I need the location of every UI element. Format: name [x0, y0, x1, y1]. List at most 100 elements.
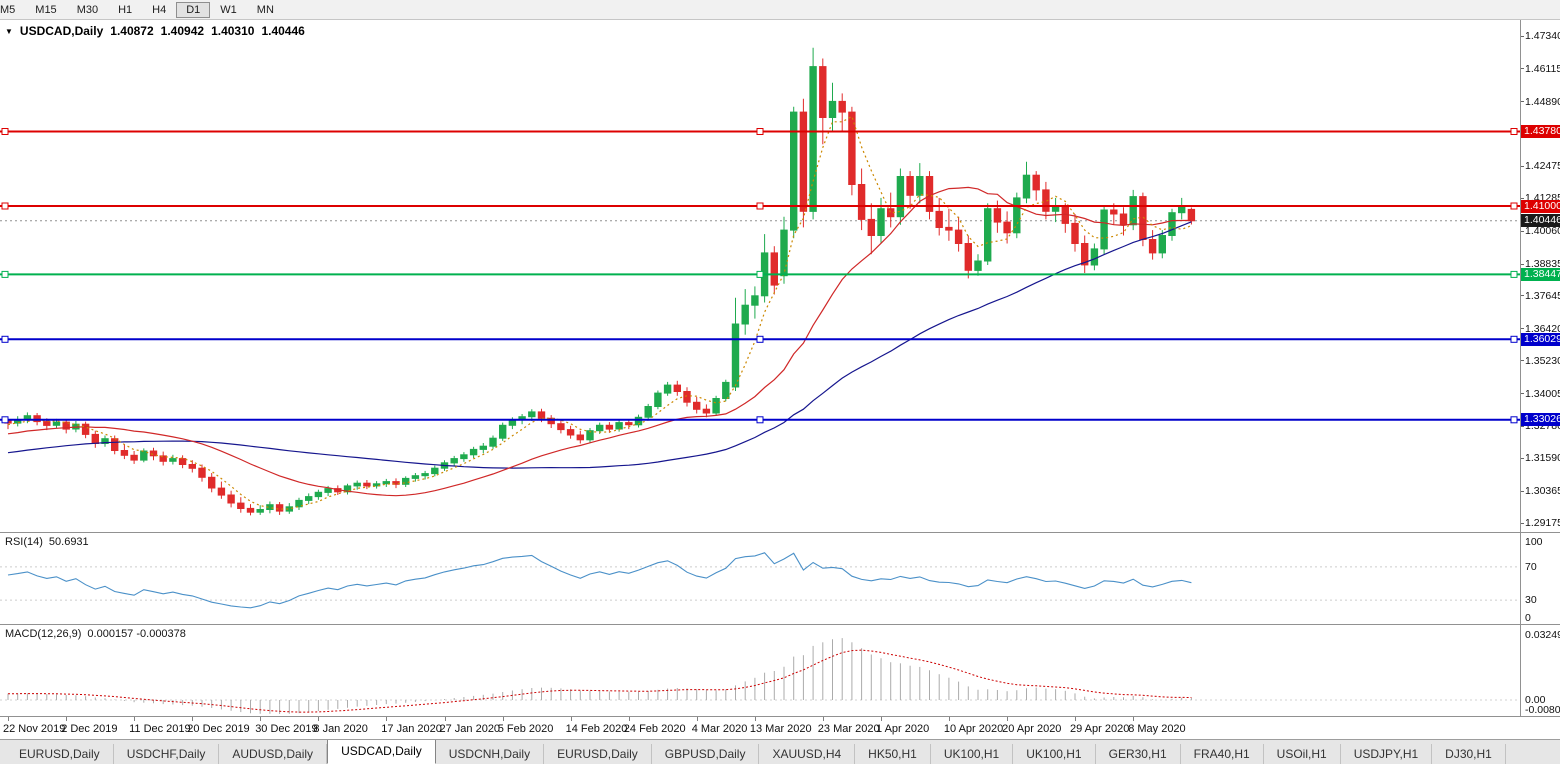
date-tick-mark — [881, 717, 882, 721]
price-tick-label: 1.34005 — [1525, 387, 1560, 400]
chart-title: ▼ USDCAD,Daily 1.40872 1.40942 1.40310 1… — [5, 24, 305, 38]
date-label: 24 Feb 2020 — [623, 723, 686, 735]
timeframe-button-m30[interactable]: M30 — [76, 3, 99, 16]
date-tick-mark — [628, 717, 630, 721]
candlestick-canvas[interactable] — [0, 20, 1520, 532]
date-label: 29 Apr 2020 — [1070, 723, 1130, 735]
date-tick-mark — [386, 717, 388, 721]
price-tick-label: 1.47340 — [1525, 30, 1560, 42]
date-label: 2 Dec 2019 — [61, 723, 118, 735]
price-tick-mark — [1521, 295, 1524, 297]
date-label: 30 Dec 2019 — [255, 723, 318, 735]
ohlc-high: 1.40942 — [160, 24, 205, 38]
rsi-tick-label: 0 — [1525, 612, 1531, 624]
chart-tab-usdcad-daily[interactable]: USDCAD,Daily — [327, 740, 436, 764]
chart-tab-dj30-h1[interactable]: DJ30,H1 — [1432, 744, 1506, 764]
timeframe-button-h4[interactable]: H4 — [152, 3, 167, 16]
date-tick-mark — [754, 717, 756, 721]
macd-axis: 0.032493 0.00-0.00808 — [1520, 625, 1560, 716]
chart-tab-usoil-h1[interactable]: USOil,H1 — [1264, 744, 1341, 764]
chart-tab-eurusd-daily[interactable]: EURUSD,Daily — [6, 744, 114, 764]
date-tick-mark — [134, 717, 136, 721]
price-tick-label: 1.29175 — [1525, 517, 1560, 529]
rsi-indicator-name: RSI(14) — [5, 536, 43, 548]
date-tick-mark — [948, 717, 950, 721]
price-tick-mark — [1521, 68, 1524, 70]
macd-tick-label: -0.00808 — [1525, 704, 1560, 716]
date-tick-mark — [192, 717, 194, 721]
date-tick-mark — [8, 717, 9, 721]
macd-indicator-values: 0.000157 -0.000378 — [87, 628, 186, 640]
date-label: 14 Feb 2020 — [565, 723, 628, 735]
timeframe-button-h1[interactable]: H1 — [118, 3, 133, 16]
hline-price-label: 1.41000 — [1521, 199, 1560, 213]
chart-tab-usdchf-daily[interactable]: USDCHF,Daily — [114, 744, 220, 764]
price-tick-mark — [1521, 360, 1524, 362]
date-tick-mark — [1007, 717, 1009, 721]
macd-canvas[interactable] — [0, 625, 1520, 716]
date-label: 4 Mar 2020 — [691, 723, 748, 735]
timeframe-button-mn[interactable]: MN — [256, 3, 274, 16]
price-tick-mark — [1521, 263, 1524, 265]
date-tick-mark — [318, 717, 320, 721]
timeframe-button-w1[interactable]: W1 — [220, 3, 237, 16]
price-tick-label: 1.30365 — [1525, 485, 1560, 498]
rsi-label: RSI(14) 50.6931 — [5, 536, 89, 548]
price-tick-mark — [1521, 522, 1524, 524]
timeframe-button-m15[interactable]: M15 — [35, 3, 57, 16]
hline-price-label: 1.43780 — [1521, 125, 1560, 138]
hline-price-label: 1.38447 — [1521, 267, 1560, 281]
macd-indicator-name: MACD(12,26,9) — [5, 628, 82, 640]
date-label: 17 Jan 2020 — [381, 723, 442, 735]
rsi-canvas[interactable] — [0, 533, 1520, 624]
rsi-indicator-value: 50.6931 — [48, 536, 89, 548]
date-tick-mark — [822, 717, 824, 721]
timeframe-button-d1[interactable]: D1 — [176, 1, 211, 18]
time-axis[interactable]: 22 Nov 2019 2 Dec 2019 11 Dec 2019 20 Dec 2… — [0, 717, 1560, 739]
date-tick-mark — [260, 717, 262, 721]
chart-tab-fra40-h1[interactable]: FRA40,H1 — [1181, 744, 1264, 764]
price-tick-mark — [1521, 328, 1524, 330]
chart-tab-hk50-h1[interactable]: HK50,H1 — [855, 744, 931, 764]
chart-tab-usdcnh-daily[interactable]: USDCNH,Daily — [436, 744, 545, 764]
date-label: 27 Jan 2020 — [439, 723, 501, 735]
ohlc-low: 1.40310 — [211, 24, 255, 38]
chart-tab-bar: EURUSD,Daily USDCHF,Daily AUDUSD,Daily USDC… — [0, 739, 1560, 764]
date-tick-mark — [1075, 717, 1076, 721]
date-tick-mark — [502, 717, 504, 721]
main-chart-pane: ▼ USDCAD,Daily 1.40872 1.40942 1.40310 1… — [0, 20, 1560, 533]
price-tick-label: 1.36420 — [1525, 322, 1560, 335]
chart-tab-uk100-h1[interactable]: UK100,H1 — [1013, 744, 1096, 764]
macd-tick-label: 0.00 — [1525, 694, 1546, 706]
macd-label: MACD(12,26,9) 0.000157 -0.000378 — [5, 628, 186, 640]
chart-tab-eurusd-daily[interactable]: EURUSD,Daily — [544, 744, 652, 764]
price-tick-mark — [1521, 197, 1524, 199]
macd-pane: MACD(12,26,9) 0.000157 -0.000378 0.03249… — [0, 625, 1560, 717]
rsi-tick-label: 100 — [1525, 536, 1543, 548]
price-tick-mark — [1521, 230, 1524, 232]
price-tick-label: 1.40060 — [1525, 225, 1560, 238]
ohlc-close: 1.40446 — [261, 24, 305, 38]
date-tick-mark — [696, 717, 698, 721]
chart-tab-uk100-h1[interactable]: UK100,H1 — [931, 744, 1014, 764]
symbol-menu-icon[interactable]: ▼ — [5, 26, 13, 36]
price-axis[interactable]: 1.47340 1.46115 1.44890 1.42475 1.41285 1.400… — [1520, 20, 1560, 532]
chart-tab-ger30-h1[interactable]: GER30,H1 — [1096, 744, 1181, 764]
date-label: 22 Nov 2019 — [3, 723, 66, 735]
price-tick-mark — [1521, 165, 1524, 167]
date-label: 8 Jan 2020 — [313, 723, 368, 735]
date-label: 5 Feb 2020 — [497, 723, 554, 735]
price-tick-label: 1.37645 — [1525, 289, 1560, 302]
chart-tab-gbpusd-daily[interactable]: GBPUSD,Daily — [652, 744, 760, 764]
chart-tab-usdjpy-h1[interactable]: USDJPY,H1 — [1341, 744, 1433, 764]
price-tick-label: 1.46115 — [1525, 62, 1560, 75]
macd-tick-label: 0.032493 — [1525, 629, 1560, 641]
chart-tab-xauusd-h4[interactable]: XAUUSD,H4 — [759, 744, 856, 764]
chart-symbol-period: USDCAD,Daily — [19, 24, 104, 38]
chart-tab-audusd-daily[interactable]: AUDUSD,Daily — [219, 744, 328, 764]
rsi-axis: 100 70 30 0 — [1520, 533, 1560, 624]
price-tick-mark — [1521, 457, 1524, 459]
date-label: 1 Apr 2020 — [876, 723, 930, 735]
timeframe-button-m5[interactable]: M5 — [0, 3, 16, 16]
